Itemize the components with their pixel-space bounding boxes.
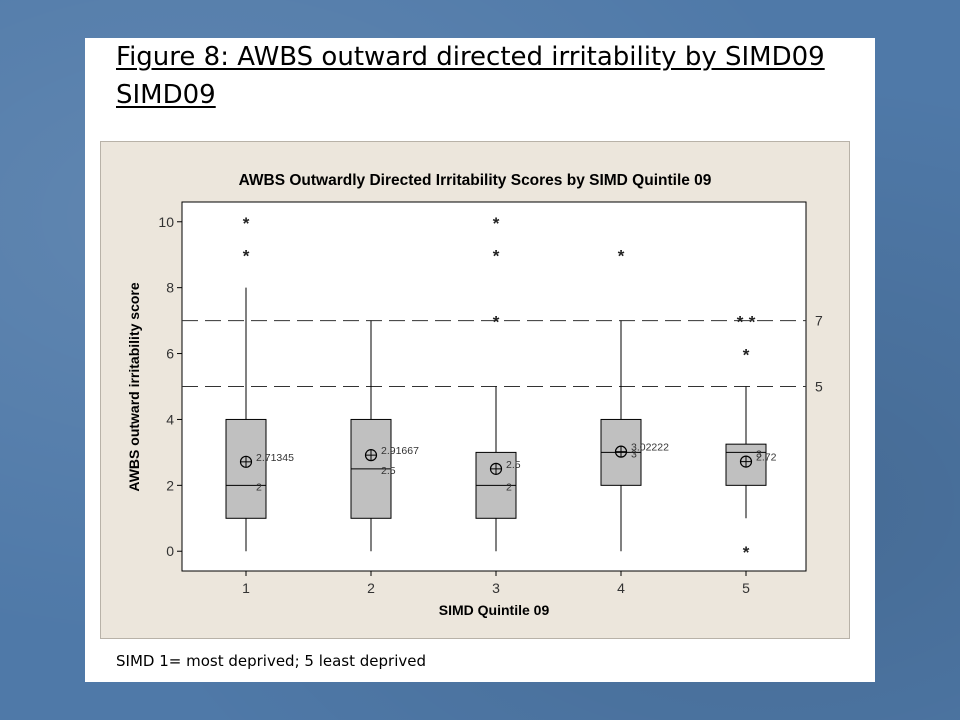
outlier-marker: * xyxy=(493,313,500,332)
box-group-5: 2.723 * * * * xyxy=(725,313,777,562)
outlier-marker: * xyxy=(493,214,500,233)
y-tick-label: 10 xyxy=(158,214,174,230)
outlier-marker: * xyxy=(493,247,500,266)
reference-lines: 75 xyxy=(182,313,823,395)
chart-frame: AWBS Outwardly Directed Irritability Sco… xyxy=(100,141,850,639)
box-group-2: 2.91667 2.5 xyxy=(350,320,419,552)
outlier-marker: * xyxy=(737,313,744,332)
outlier-marker: * xyxy=(243,214,250,233)
outlier-marker: * xyxy=(743,346,750,365)
y-tick-label: 6 xyxy=(166,346,174,362)
median-value-label: 2.5 xyxy=(381,465,396,477)
x-tick-label: 2 xyxy=(367,580,375,596)
outlier-marker: * xyxy=(243,247,250,266)
y-tick-label: 2 xyxy=(166,477,174,493)
box-group-1: 2.71345 2 * * xyxy=(225,214,294,552)
mean-value-label: 2.72 xyxy=(756,452,777,464)
box-group-3: 2.5 2 * * * xyxy=(475,214,521,552)
y-axis-label: AWBS outward irritability score xyxy=(126,282,142,491)
x-tick-label: 3 xyxy=(492,580,500,596)
y-tick-label: 4 xyxy=(166,411,174,427)
outlier-marker: * xyxy=(743,543,750,562)
reference-line-label: 5 xyxy=(815,379,823,395)
box xyxy=(225,418,267,519)
x-tick-label: 1 xyxy=(242,580,250,596)
median-value-label: 3 xyxy=(756,448,762,460)
mean-value-label: 2.91667 xyxy=(381,445,419,457)
x-axis-label: SIMD Quintile 09 xyxy=(439,602,550,618)
mean-value-label: 2.71345 xyxy=(256,452,294,464)
reference-line-label: 7 xyxy=(815,313,823,329)
slide-title: Figure 8: AWBS outward directed irritabi… xyxy=(116,42,825,110)
chart-title: AWBS Outwardly Directed Irritability Sco… xyxy=(239,172,712,189)
x-tick-label: 4 xyxy=(617,580,625,596)
median-value-label: 2 xyxy=(256,481,262,493)
outlier-marker: * xyxy=(749,313,756,332)
x-tick-label: 5 xyxy=(742,580,750,596)
median-value-label: 3 xyxy=(631,448,637,460)
y-tick-label: 0 xyxy=(166,543,174,559)
box-plot-chart: AWBS Outwardly Directed Irritability Sco… xyxy=(126,172,823,618)
y-tick-label: 8 xyxy=(166,280,174,296)
mean-value-label: 2.5 xyxy=(506,459,521,471)
footnote: SIMD 1= most deprived; 5 least deprived xyxy=(116,652,426,670)
mean-value-label: 3.02222 xyxy=(631,442,669,454)
median-value-label: 2 xyxy=(506,481,512,493)
outlier-marker: * xyxy=(618,247,625,266)
